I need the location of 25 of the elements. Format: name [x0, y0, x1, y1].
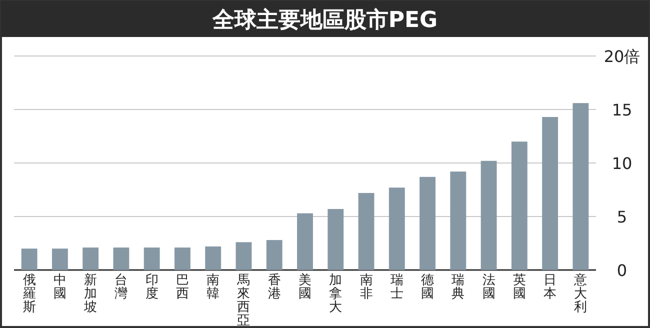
xtick: 南韓: [206, 273, 220, 302]
ytick: 5: [616, 208, 628, 226]
xtick: 台灣: [114, 273, 128, 302]
xtick: 英國: [512, 273, 526, 302]
xtick: 法國: [482, 273, 496, 302]
xtick: 馬來西亞: [237, 273, 250, 328]
ytick: 20倍: [604, 47, 640, 66]
xtick: 美國: [298, 273, 312, 302]
xtick: 瑞典: [452, 273, 465, 302]
xtick: 新加坡: [84, 273, 98, 315]
xtick: 加拿大: [329, 273, 342, 315]
title: 全球主要地區股市PEG: [212, 8, 438, 33]
xtick: 德國: [421, 273, 434, 302]
xtick: 意大利: [574, 273, 588, 315]
xtick: 印度: [145, 273, 158, 302]
xtick: 香港: [268, 273, 281, 302]
ytick: 10: [612, 154, 632, 173]
xtick: 南非: [360, 273, 373, 302]
xtick: 瑞士: [390, 273, 404, 302]
ytick: 15: [612, 100, 632, 120]
xtick: 日本: [544, 273, 557, 302]
xtick: 中國: [53, 273, 66, 302]
xtick: 俄羅斯: [22, 273, 36, 315]
xtick: 巴西: [176, 273, 189, 302]
ytick: 0: [616, 261, 628, 280]
